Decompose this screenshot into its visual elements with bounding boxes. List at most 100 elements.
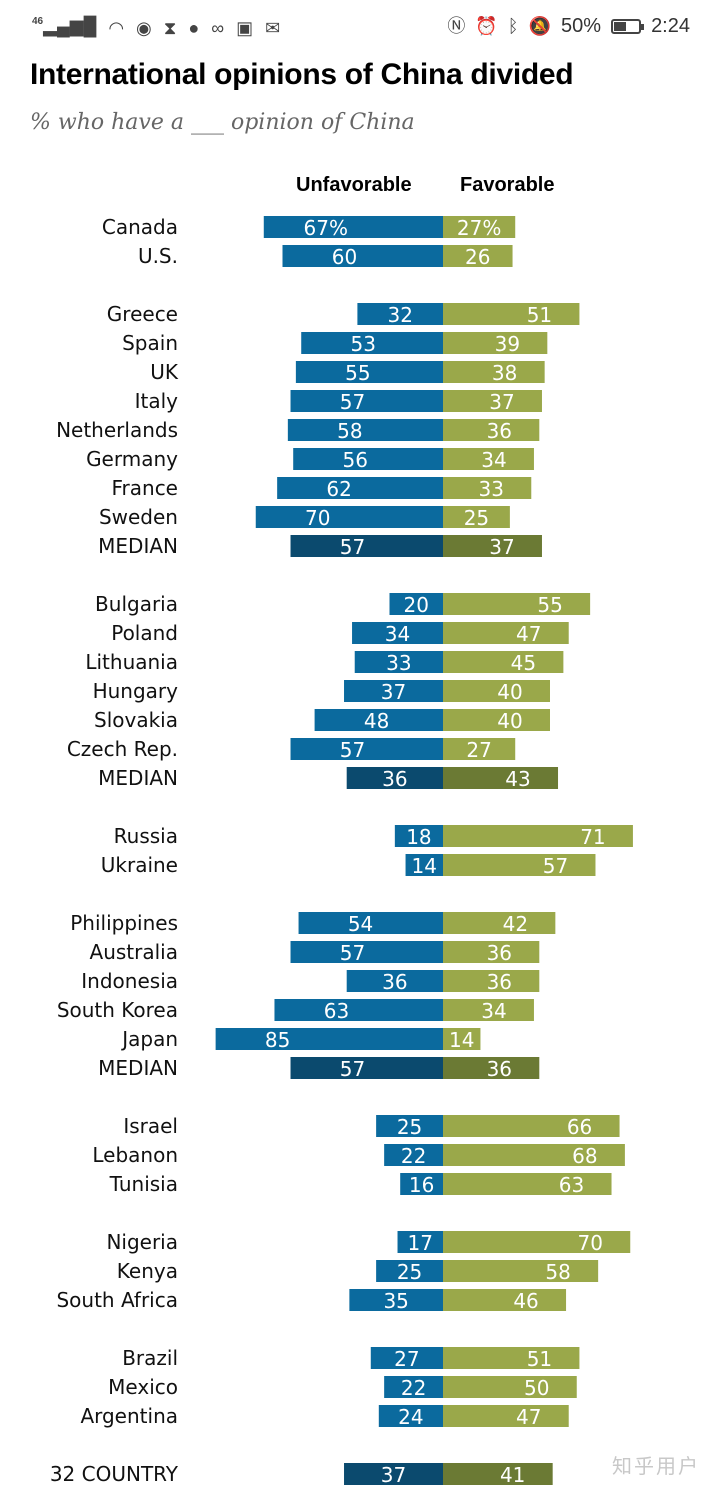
- favorable-bar: [443, 535, 542, 557]
- row-label: Bulgaria: [95, 592, 178, 616]
- unfavorable-bar: [346, 767, 443, 789]
- favorable-value-label: 25: [464, 506, 489, 530]
- network-label: 46: [32, 16, 44, 27]
- unfavorable-bar: [290, 535, 443, 557]
- row-label: Australia: [90, 940, 178, 964]
- favorable-value-label: 66: [567, 1115, 592, 1139]
- favorable-value-label: 51: [527, 1347, 552, 1371]
- row-label: Israel: [123, 1114, 178, 1138]
- unfavorable-value-label: 24: [398, 1405, 423, 1429]
- row-label: MEDIAN: [98, 766, 178, 790]
- unfavorable-value-label: 56: [342, 448, 367, 472]
- status-bar: 46▂▄▆█ ◠ ◉ ⧗ ● ∞ ▣ ✉ Ⓝ ⏰ ᛒ 🔕 50% 2:24: [0, 0, 720, 54]
- row-label: Tunisia: [109, 1172, 178, 1196]
- row-label: Nigeria: [106, 1230, 178, 1254]
- watermark-text: 知乎用户: [612, 1454, 700, 1478]
- favorable-bar: [443, 970, 540, 992]
- unfavorable-bar: [357, 303, 443, 325]
- unfavorable-value-label: 62: [326, 477, 351, 501]
- favorable-value-label: 26: [465, 245, 490, 269]
- favorable-value-label: 47: [516, 1405, 541, 1429]
- battery-icon: [611, 18, 645, 34]
- unfavorable-bar: [274, 999, 443, 1021]
- unfavorable-bar: [293, 448, 443, 470]
- row-label: MEDIAN: [98, 1056, 178, 1080]
- unfavorable-value-label: 34: [385, 622, 410, 646]
- unfavorable-bar: [352, 622, 443, 644]
- unfavorable-value-label: 18: [406, 825, 431, 849]
- unfavorable-value-label: 57: [340, 390, 365, 414]
- chart-title: International opinions of China divided: [30, 58, 574, 91]
- favorable-value-label: 39: [495, 332, 520, 356]
- favorable-bar: [443, 1028, 481, 1050]
- favorable-bar: [443, 390, 542, 412]
- unfavorable-bar: [263, 216, 443, 238]
- unfavorable-bar: [397, 1231, 443, 1253]
- unfavorable-value-label: 48: [364, 709, 389, 733]
- favorable-value-label: 34: [481, 448, 506, 472]
- favorable-value-label: 40: [497, 680, 522, 704]
- favorable-value-label: 68: [572, 1144, 597, 1168]
- unfavorable-value-label: 22: [401, 1144, 426, 1168]
- favorable-bar: [443, 1463, 553, 1485]
- favorable-bar: [443, 1144, 625, 1166]
- row-label: Italy: [135, 389, 179, 413]
- unfavorable-value-label: 53: [350, 332, 375, 356]
- favorable-value-label: 58: [545, 1260, 570, 1284]
- favorable-value-label: 55: [537, 593, 562, 617]
- unfavorable-value-label: 27: [394, 1347, 419, 1371]
- voicemail-icon: ∞: [211, 18, 225, 38]
- favorable-bar: [443, 477, 532, 499]
- unfavorable-bar: [349, 1289, 443, 1311]
- row-label: Canada: [102, 215, 178, 239]
- favorable-bar: [443, 622, 569, 644]
- row-label: Russia: [114, 824, 178, 848]
- unfavorable-value-label: 63: [324, 999, 349, 1023]
- favorable-value-label: 34: [481, 999, 506, 1023]
- mail-icon: ✉: [265, 18, 281, 38]
- mute-icon: 🔕: [528, 16, 552, 36]
- unfavorable-bar: [287, 419, 443, 441]
- unfavorable-bar: [384, 1376, 443, 1398]
- favorable-bar: [443, 651, 564, 673]
- favorable-value-label: 40: [497, 709, 522, 733]
- unfavorable-value-label: 37: [381, 1463, 406, 1487]
- nfc-icon: Ⓝ: [447, 16, 466, 36]
- favorable-bar: [443, 448, 534, 470]
- bluetooth-icon: ᛒ: [507, 16, 519, 36]
- unfavorable-bar: [290, 738, 443, 760]
- unfavorable-bar: [354, 651, 443, 673]
- row-label: Philippines: [70, 911, 178, 935]
- favorable-value-label: 33: [479, 477, 504, 501]
- unfavorable-value-label: 14: [412, 854, 437, 878]
- battery-percent: 50%: [561, 14, 602, 37]
- row-label: U.S.: [138, 244, 178, 268]
- favorable-value-label: 37: [489, 535, 514, 559]
- unfavorable-value-label: 36: [382, 767, 407, 791]
- unfavorable-value-label: 57: [340, 535, 365, 559]
- unfavorable-value-label: 70: [305, 506, 330, 530]
- status-right: Ⓝ ⏰ ᛒ 🔕 50% 2:24: [447, 14, 690, 38]
- row-label: Sweden: [99, 505, 178, 529]
- row-label: Japan: [120, 1027, 178, 1051]
- favorable-bar: [443, 738, 516, 760]
- row-label: Kenya: [117, 1259, 178, 1283]
- clock: 2:24: [651, 14, 690, 37]
- unfavorable-bar: [346, 970, 443, 992]
- favorable-bar: [443, 999, 534, 1021]
- unfavorable-bar: [405, 854, 443, 876]
- favorable-bar: [443, 767, 559, 789]
- favorable-bar: [443, 1115, 620, 1137]
- photo-icon: ▣: [236, 18, 254, 38]
- favorable-value-label: 38: [492, 361, 517, 385]
- favorable-value-label: 14: [449, 1028, 474, 1052]
- unfavorable-bar: [344, 680, 443, 702]
- eye-icon: ◉: [136, 18, 152, 38]
- favorable-value-label: 36: [487, 419, 512, 443]
- unfavorable-bar: [314, 709, 443, 731]
- unfavorable-bar: [290, 1057, 443, 1079]
- unfavorable-value-label: 25: [397, 1260, 422, 1284]
- row-label: Slovakia: [94, 708, 178, 732]
- unfavorable-value-label: 67%: [304, 216, 348, 240]
- unfavorable-value-label: 33: [386, 651, 411, 675]
